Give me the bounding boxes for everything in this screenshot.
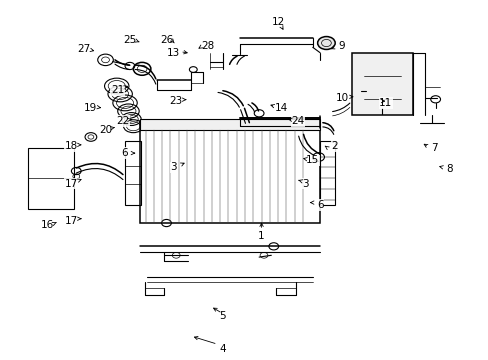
Text: 6: 6 <box>122 148 128 158</box>
Bar <box>140 119 320 130</box>
Circle shape <box>356 88 364 94</box>
Circle shape <box>161 220 171 226</box>
Text: 23: 23 <box>169 96 183 106</box>
Text: 11: 11 <box>379 98 392 108</box>
Text: 20: 20 <box>99 125 112 135</box>
Bar <box>351 53 412 116</box>
Text: 27: 27 <box>77 44 90 54</box>
Text: 5: 5 <box>219 311 225 321</box>
Text: 21: 21 <box>111 85 124 95</box>
Text: 28: 28 <box>201 41 214 50</box>
Text: 22: 22 <box>116 116 129 126</box>
Bar <box>125 140 141 205</box>
Bar <box>319 140 334 205</box>
Text: 7: 7 <box>430 143 437 153</box>
Text: 4: 4 <box>219 343 225 354</box>
Bar <box>27 148 74 209</box>
Text: 18: 18 <box>64 141 78 151</box>
Text: 17: 17 <box>64 179 78 189</box>
Text: 14: 14 <box>274 103 287 113</box>
Circle shape <box>268 243 278 250</box>
Text: 25: 25 <box>123 35 136 45</box>
Text: 16: 16 <box>41 220 54 230</box>
Text: 3: 3 <box>170 162 177 172</box>
Text: 9: 9 <box>338 41 345 50</box>
Circle shape <box>260 252 267 258</box>
Text: 3: 3 <box>302 179 308 189</box>
Text: 17: 17 <box>64 216 78 226</box>
Text: 8: 8 <box>445 164 452 174</box>
Bar <box>140 121 320 223</box>
Text: 10: 10 <box>335 93 348 103</box>
Text: 26: 26 <box>160 35 173 45</box>
Circle shape <box>189 67 197 72</box>
Text: 1: 1 <box>258 231 264 240</box>
Text: 13: 13 <box>167 48 180 58</box>
Text: 19: 19 <box>84 103 97 113</box>
Text: 15: 15 <box>305 155 319 165</box>
Circle shape <box>125 62 135 69</box>
Circle shape <box>317 37 334 49</box>
Text: 2: 2 <box>331 141 337 151</box>
Text: 12: 12 <box>271 17 285 27</box>
Circle shape <box>375 105 381 109</box>
Circle shape <box>430 96 440 103</box>
Text: 6: 6 <box>316 200 323 210</box>
Text: 24: 24 <box>291 116 304 126</box>
